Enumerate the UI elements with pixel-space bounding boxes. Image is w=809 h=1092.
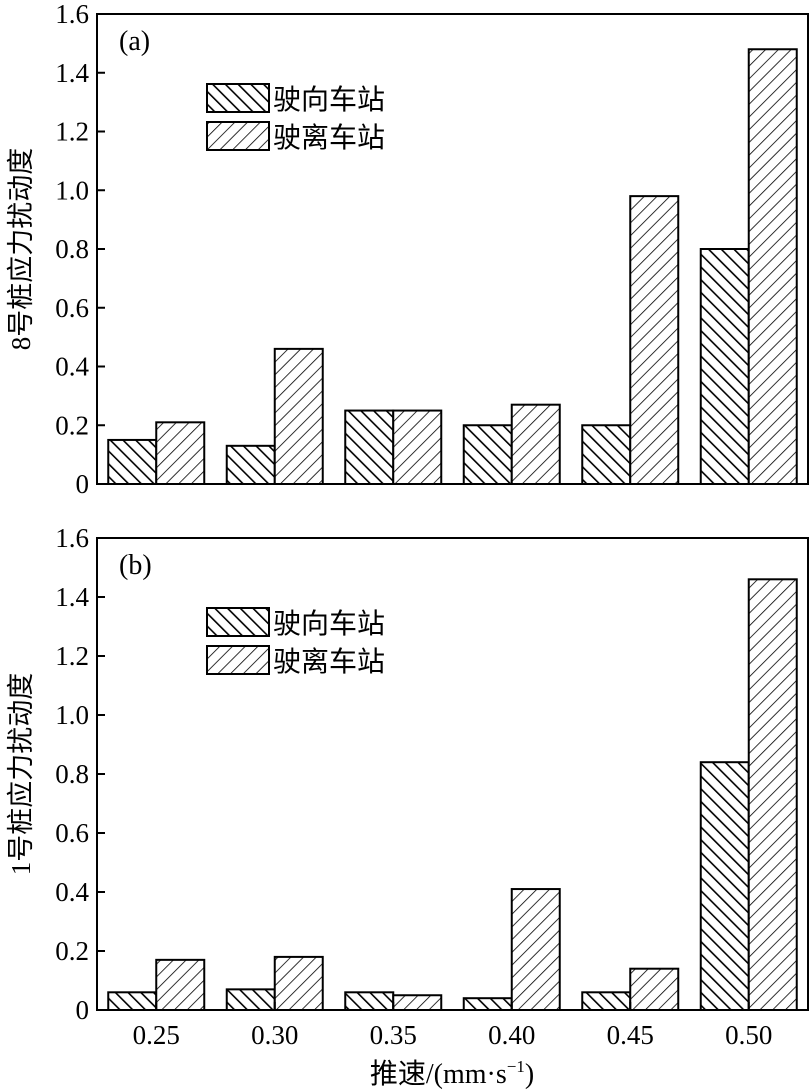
x-tick-label: 0.35 [370, 1020, 417, 1050]
x-tick-label: 0.30 [251, 1020, 298, 1050]
bar-驶离车站-0.25 [155, 958, 206, 1011]
x-axis-label: 推速/(mm·s−1) [370, 1057, 534, 1090]
x-axis-label-main: 推速/(mm·s [370, 1058, 507, 1090]
bar-驶离车站-0.40 [510, 403, 561, 485]
y-tick-label: 0.8 [55, 759, 89, 789]
bar-驶离车站-0.30 [273, 955, 324, 1012]
y-tick-label: 1.6 [55, 523, 89, 553]
y-tick-label: 0.4 [55, 352, 89, 382]
y-tick-label: 0 [76, 995, 90, 1025]
bar-驶离车站-0.35 [392, 994, 443, 1011]
y-tick-label: 1.6 [55, 0, 89, 29]
x-tick-label: 0.50 [725, 1020, 772, 1050]
y-tick-label: 0 [76, 469, 90, 499]
y-tick-label: 1.2 [55, 117, 89, 147]
legend-label: 驶离车站 [273, 122, 385, 154]
bar-驶离车站-0.45 [629, 195, 680, 485]
x-tick-label: 0.40 [488, 1020, 535, 1050]
y-tick-label: 0.4 [55, 877, 89, 907]
panel-label: (b) [119, 550, 152, 581]
y-tick-label: 1.4 [55, 58, 89, 88]
y-tick-label: 0.2 [55, 936, 89, 966]
y-tick-label: 0.6 [55, 293, 89, 323]
panel-label: (a) [119, 26, 150, 57]
x-axis-label-close: ) [525, 1059, 534, 1090]
bar-驶向车站-0.45 [581, 991, 632, 1011]
legend-label: 驶向车站 [273, 608, 385, 640]
y-tick-label: 1.0 [55, 700, 89, 730]
legend-swatch [206, 645, 270, 675]
bar-驶向车站-0.25 [107, 991, 158, 1011]
bar-驶向车站-0.30 [225, 988, 276, 1011]
legend-swatch [206, 83, 270, 113]
bar-驶向车站-0.50 [699, 248, 750, 485]
legend-label: 驶离车站 [273, 646, 385, 678]
y-axis-label: 8号桩应力扰动度 [6, 148, 36, 351]
bar-驶向车站-0.35 [344, 409, 395, 485]
bar-驶向车站-0.40 [462, 424, 513, 485]
bar-驶离车站-0.35 [392, 409, 443, 485]
x-axis-label-superscript: −1 [507, 1057, 525, 1076]
bar-驶向车站-0.40 [462, 997, 513, 1012]
bar-驶离车站-0.40 [510, 888, 561, 1011]
bar-驶向车站-0.30 [225, 444, 276, 485]
bar-驶离车站-0.50 [747, 48, 798, 485]
bar-驶离车站-0.50 [747, 578, 798, 1011]
bar-驶离车站-0.25 [155, 421, 206, 485]
bar-驶向车站-0.50 [699, 761, 750, 1012]
panel-b: 0 0.2 0.4 0.6 0.8 1.0 1.2 1.4 1.6 1号桩应力扰动度 (b) 0.25… [6, 523, 809, 1050]
y-tick-label: 1.0 [55, 175, 89, 205]
bar-驶向车站-0.25 [107, 438, 158, 485]
legend-swatch [206, 607, 270, 637]
legend-swatch [206, 121, 270, 151]
x-tick-label: 0.45 [607, 1020, 654, 1050]
x-tick-label: 0.25 [133, 1020, 180, 1050]
bar-驶向车站-0.45 [581, 424, 632, 485]
y-tick-label: 1.2 [55, 641, 89, 671]
y-tick-label: 0.6 [55, 818, 89, 848]
bar-驶离车站-0.30 [273, 347, 324, 485]
y-axis-label: 1号桩应力扰动度 [6, 673, 36, 876]
bar-驶离车站-0.45 [629, 967, 680, 1012]
y-tick-label: 0.8 [55, 234, 89, 264]
legend-label: 驶向车站 [273, 84, 385, 116]
y-tick-label: 0.2 [55, 410, 89, 440]
panel-a: 0 0.2 0.4 0.6 0.8 1.0 1.2 1.4 1.6 8号桩应力扰动度 (a) 驶向车站… [6, 0, 809, 499]
y-tick-label: 1.4 [55, 582, 89, 612]
bar-驶向车站-0.35 [344, 991, 395, 1011]
